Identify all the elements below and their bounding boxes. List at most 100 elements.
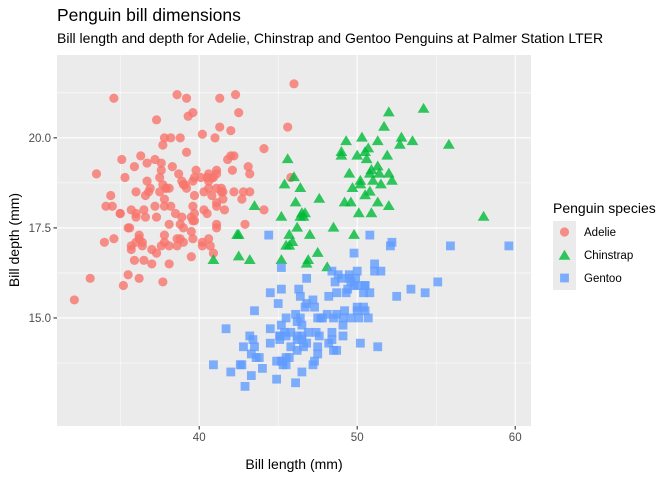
gentoo-point (406, 284, 416, 294)
adelie-point (174, 169, 184, 179)
chinstrap-point (363, 185, 376, 196)
chinstrap-point (327, 221, 340, 232)
adelie-point (166, 201, 176, 211)
adelie-point (117, 154, 127, 165)
gentoo-point (332, 288, 342, 298)
adelie-point (115, 208, 125, 219)
adelie-point (208, 248, 219, 258)
chinstrap-point (303, 228, 316, 239)
adelie-point (101, 201, 111, 211)
gentoo-point (313, 342, 323, 352)
gentoo-point (276, 263, 286, 272)
gentoo-point (246, 349, 256, 359)
adelie-point (259, 144, 269, 154)
adelie-point (229, 187, 239, 197)
y-axis-title: Bill depth (mm) (6, 193, 22, 287)
adelie-point (197, 129, 207, 139)
chinstrap-point (289, 196, 302, 207)
adelie-point (159, 133, 170, 143)
gentoo-point (324, 291, 334, 301)
chinstrap-point (352, 207, 365, 218)
gentoo-point (359, 288, 368, 298)
gentoo-point (237, 360, 247, 370)
adelie-point (134, 273, 144, 283)
chinstrap-point (207, 254, 220, 265)
chinstrap-point (288, 171, 300, 182)
adelie-point (245, 169, 255, 179)
gentoo-point (281, 331, 291, 341)
gentoo-point (302, 273, 312, 283)
chinstrap-point (406, 135, 419, 146)
adelie-point (211, 201, 222, 211)
chinstrap-point (371, 160, 384, 171)
adelie-point (99, 237, 109, 247)
legend-label-adelie: Adelie (584, 227, 616, 239)
adelie-point (170, 208, 181, 219)
adelie-point (237, 194, 247, 204)
adelie-point (226, 126, 236, 136)
adelie-point (188, 234, 198, 244)
adelie-point (210, 133, 220, 143)
gentoo-point (311, 327, 321, 337)
adelie-point (218, 187, 228, 197)
gentoo-point (272, 356, 282, 366)
gentoo-point (297, 320, 307, 330)
adelie-point (120, 172, 130, 183)
adelie-point (230, 90, 241, 100)
adelie-point (240, 219, 250, 229)
adelie-point (166, 133, 176, 143)
adelie-point (155, 172, 165, 183)
x-axis-title: Bill length (mm) (245, 456, 342, 472)
adelie-point (109, 234, 119, 244)
gentoo-point (221, 324, 231, 334)
gentoo-point (209, 360, 218, 370)
adelie-point (164, 259, 174, 269)
adelie-point (106, 190, 116, 201)
adelie-point (199, 187, 209, 197)
adelie-point (219, 205, 230, 215)
adelie-point (125, 223, 135, 233)
adelie-point (234, 108, 244, 118)
adelie-point (215, 122, 225, 132)
chinstrap-point (232, 250, 245, 261)
x-tick-label: 50 (351, 432, 364, 444)
chinstrap-point (382, 106, 395, 117)
gentoo-point (295, 291, 305, 301)
legend-label-gentoo: Gentoo (584, 273, 622, 285)
chinstrap-point (363, 167, 376, 178)
adelie-point (181, 93, 192, 103)
gentoo-point (433, 277, 443, 287)
gentoo-point (265, 288, 275, 298)
adelie-point (126, 205, 136, 215)
chinstrap-point (300, 257, 313, 268)
gentoo-point (303, 327, 313, 337)
gentoo-point (373, 342, 383, 352)
gentoo-point (370, 266, 379, 276)
chinstrap-point (283, 228, 296, 239)
adelie-point (207, 190, 217, 201)
adelie-point (151, 248, 162, 258)
chinstrap-point (351, 149, 364, 160)
chinstrap-point (348, 228, 360, 239)
gentoo-point (297, 335, 307, 344)
gentoo-point (355, 338, 365, 348)
gentoo-point (343, 284, 353, 294)
gentoo-point (240, 381, 250, 391)
chinstrap-point (360, 153, 373, 164)
gentoo-point (330, 277, 340, 287)
x-tick-label: 60 (509, 432, 522, 444)
gentoo-point (302, 338, 312, 348)
gentoo-point (276, 356, 286, 366)
adelie-point (129, 255, 140, 265)
gentoo-point (346, 313, 356, 323)
gentoo-point (291, 378, 300, 388)
gentoo-point (446, 241, 455, 251)
chinstrap-point (281, 153, 294, 164)
adelie-point (211, 223, 222, 233)
adelie-point (215, 93, 225, 103)
adelie-point (151, 115, 162, 125)
gentoo-point (376, 266, 386, 276)
adelie-point (155, 187, 165, 197)
chinstrap-point (386, 174, 398, 185)
gentoo-point (265, 338, 275, 348)
